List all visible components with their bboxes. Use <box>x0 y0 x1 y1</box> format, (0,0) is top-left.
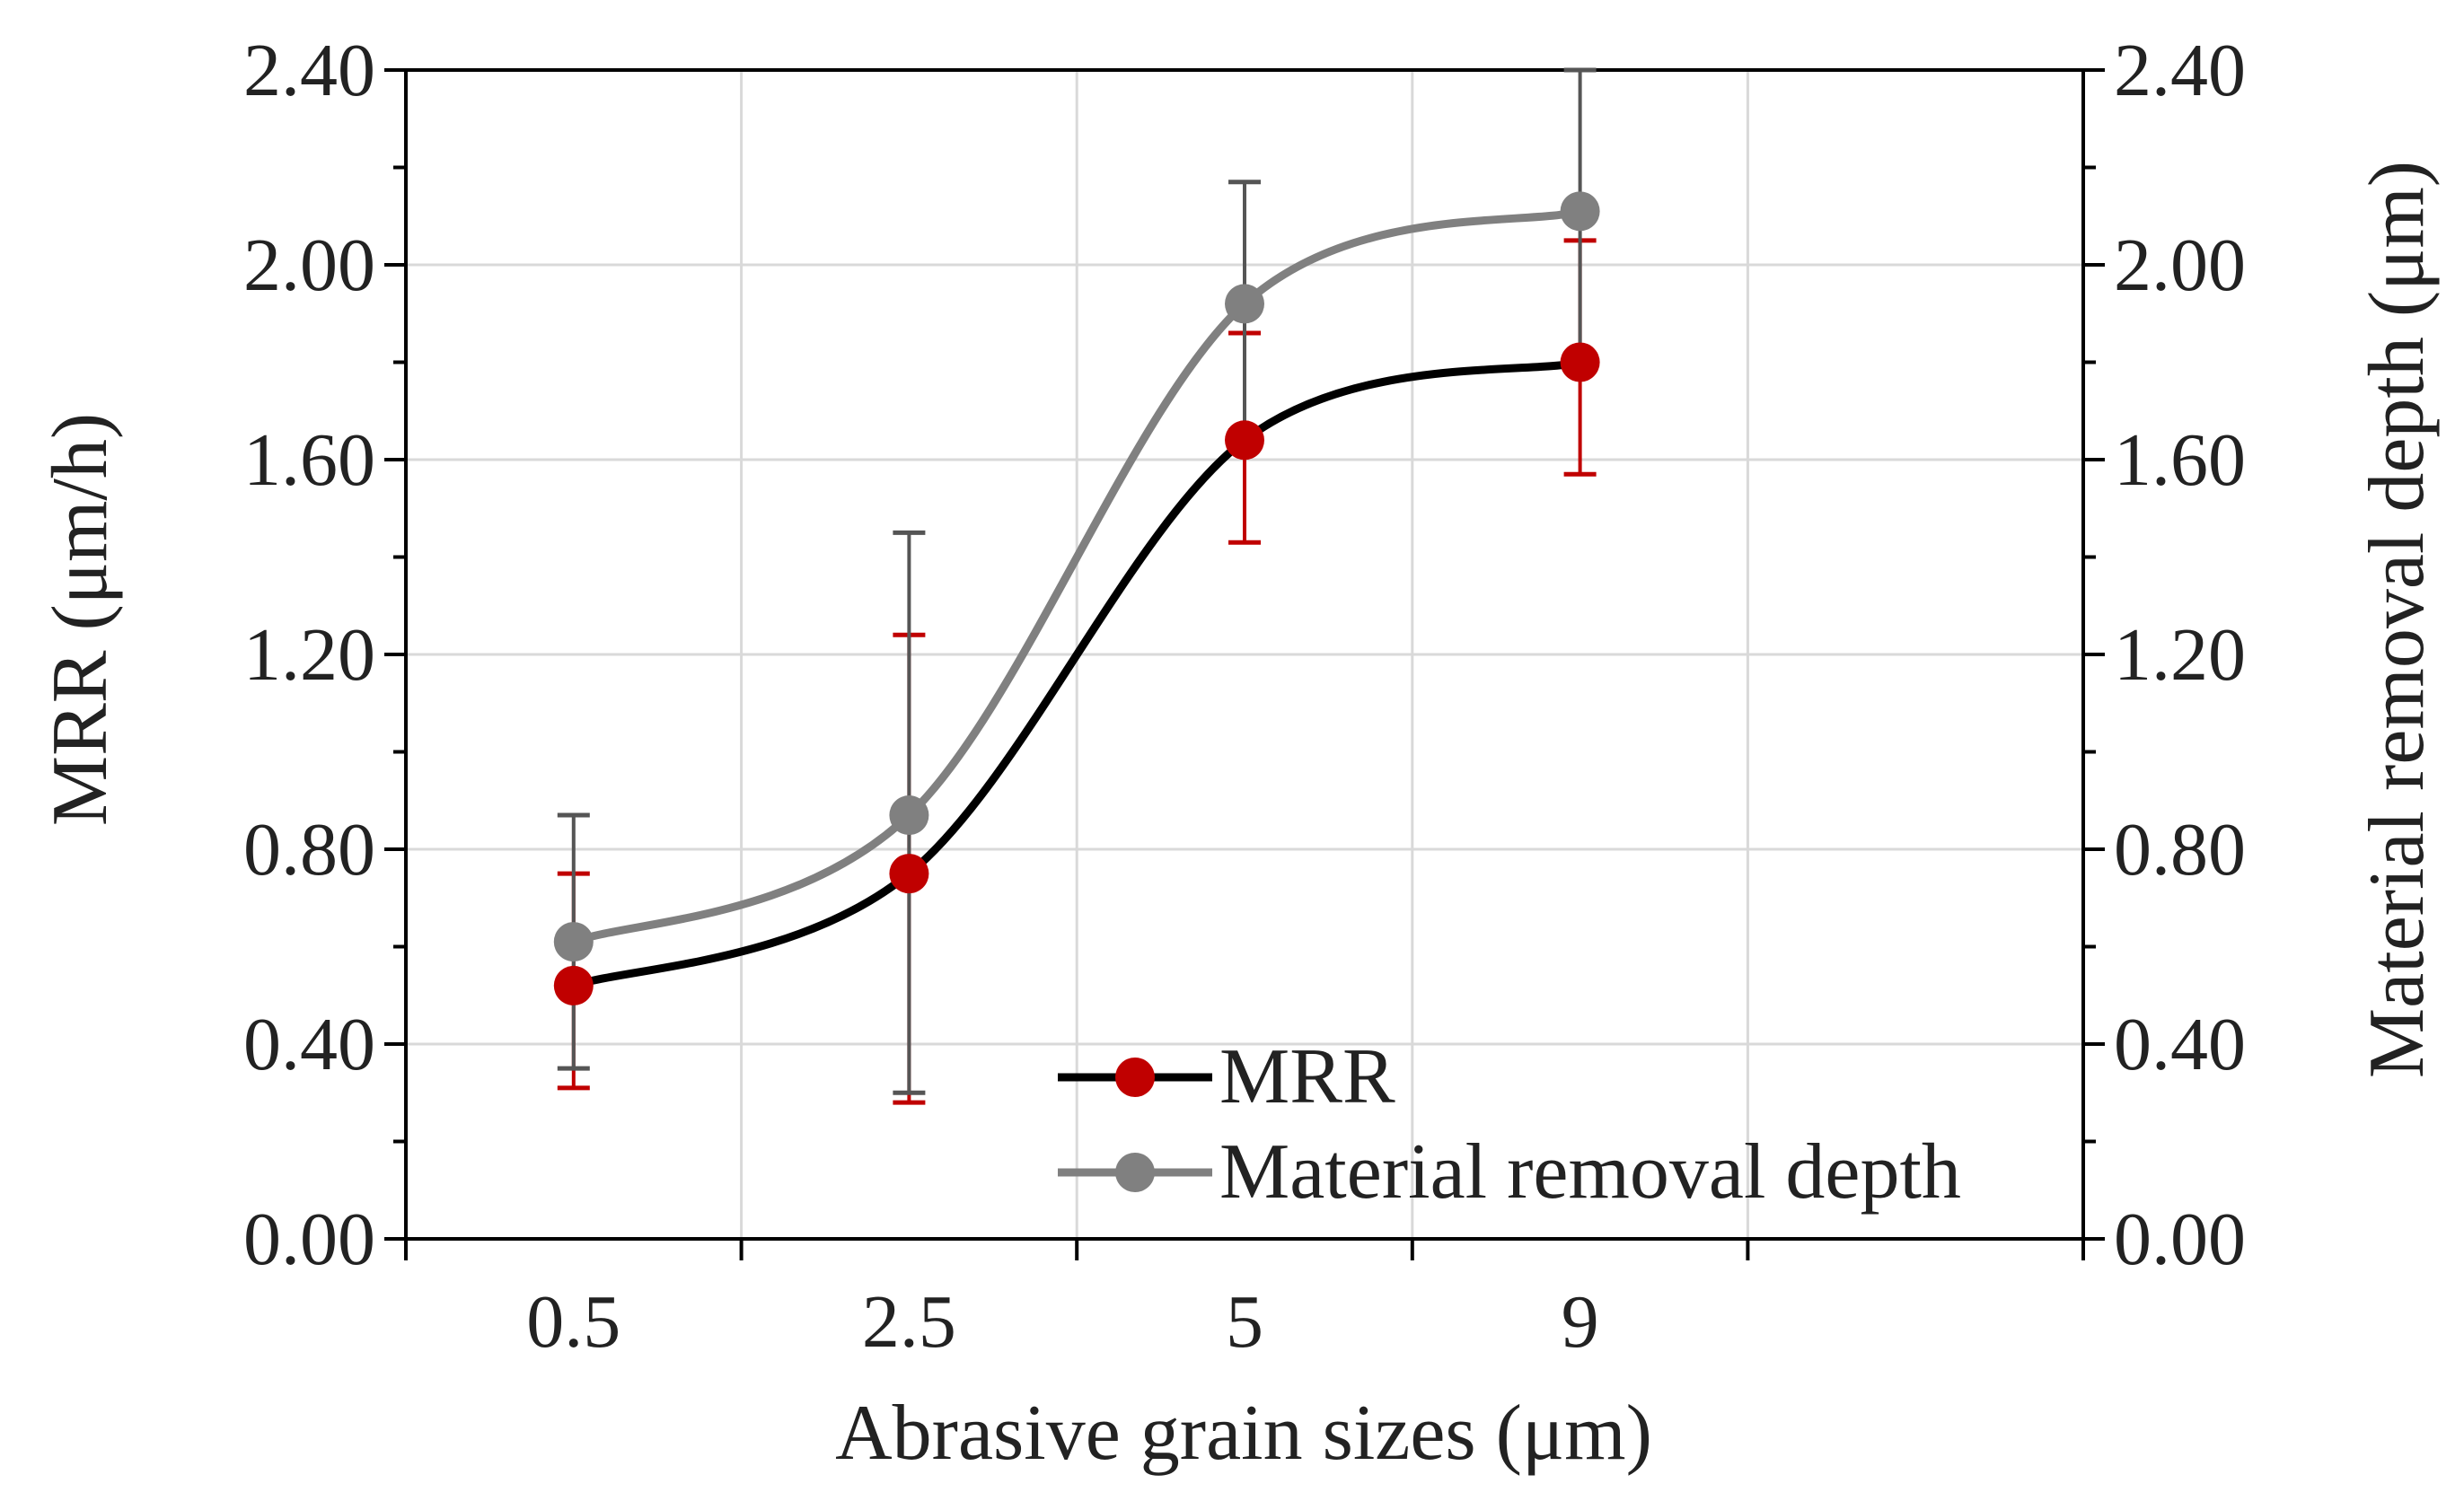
y-tick-label-left: 2.40 <box>243 29 375 112</box>
series-line-mrr <box>569 358 1585 990</box>
y-tick-label-left: 1.20 <box>243 613 375 697</box>
y-tick-label-left: 2.00 <box>243 224 375 307</box>
series-lines <box>569 206 1585 990</box>
x-axis-title: Abrasive grain sizes (μm) <box>835 1390 1652 1477</box>
tick-labels: 0.00 0.00 0.40 0.40 0.80 0.80 1.20 1.20 1.60 1.60… <box>243 29 2246 1364</box>
legend-depth-marker <box>1115 1153 1155 1192</box>
data-points <box>553 191 1600 1005</box>
legend: MRR Material removal depth <box>1058 1033 1961 1216</box>
data-point-depth <box>1560 191 1600 232</box>
y-tick-label-left: 0.80 <box>243 808 375 891</box>
y-tick-label-left: 0.40 <box>243 1003 375 1086</box>
y-tick-label-right: 0.40 <box>2114 1003 2246 1086</box>
series-line-depth <box>569 206 1585 946</box>
data-point-depth <box>553 922 594 962</box>
data-point-depth <box>1225 284 1264 324</box>
axes <box>384 68 2105 1260</box>
legend-depth-label: Material removal depth <box>1219 1128 1961 1216</box>
x-tick-label: 0.5 <box>526 1280 620 1364</box>
y-tick-label-right: 0.00 <box>2114 1198 2246 1281</box>
legend-item-mrr: MRR <box>1058 1033 1395 1120</box>
y-tick-label-right: 1.60 <box>2114 418 2246 502</box>
y-axis-title-left: MRR (μm/h) <box>37 413 124 826</box>
legend-item-depth: Material removal depth <box>1058 1128 1961 1216</box>
legend-mrr-label: MRR <box>1219 1033 1395 1120</box>
legend-mrr-marker <box>1115 1058 1155 1097</box>
data-point-mrr <box>1225 420 1264 461</box>
x-tick-label: 9 <box>1562 1280 1599 1364</box>
y-tick-label-right: 2.00 <box>2114 224 2246 307</box>
data-point-mrr <box>889 854 929 894</box>
x-tick-label: 2.5 <box>862 1280 956 1364</box>
data-point-mrr <box>1560 342 1600 382</box>
y-tick-label-right: 0.80 <box>2114 808 2246 891</box>
y-tick-label-right: 2.40 <box>2114 29 2246 112</box>
y-tick-label-right: 1.20 <box>2114 613 2246 697</box>
y-tick-label-left: 0.00 <box>243 1198 375 1281</box>
data-point-depth <box>889 795 929 836</box>
y-tick-label-left: 1.60 <box>243 418 375 502</box>
data-point-mrr <box>553 965 594 1005</box>
x-tick-label: 5 <box>1226 1280 1263 1364</box>
y-axis-title-right: Material removal depth (μm) <box>2354 161 2441 1078</box>
